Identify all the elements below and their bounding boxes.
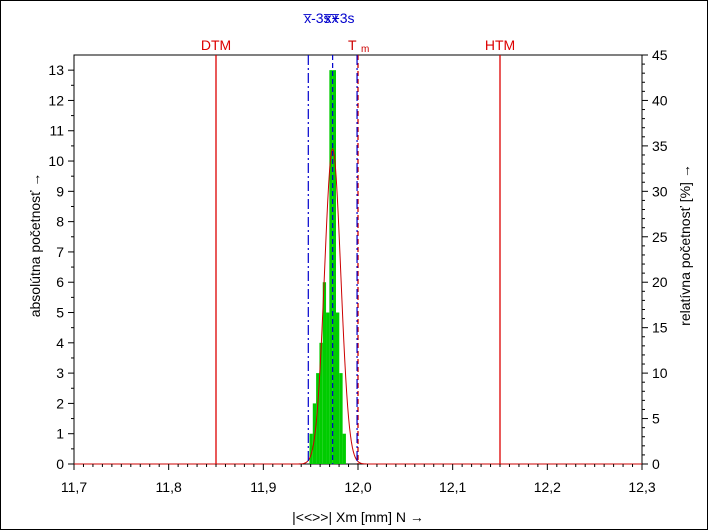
histogram-bar-1 xyxy=(312,403,317,464)
axes: 01234567891011121305101520253035404511,7… xyxy=(48,47,667,495)
y-right-tick-label: 40 xyxy=(652,92,668,108)
histogram-bar-3 xyxy=(319,342,323,464)
y-right-tick-label: 45 xyxy=(652,47,668,63)
x-tick-label: 12,2 xyxy=(534,479,561,495)
y-left-tick-label: 12 xyxy=(48,92,64,108)
y-left-tick-label: 13 xyxy=(48,62,64,78)
reference-lines xyxy=(215,55,501,464)
limit-label-htm: HTM xyxy=(485,37,515,53)
x-tick-label: 12,1 xyxy=(439,479,466,495)
y-left-tick-label: 3 xyxy=(56,365,64,381)
histogram-bar-8 xyxy=(335,312,340,464)
y-left-tick-label: 11 xyxy=(49,123,64,139)
limit-label-dtm: DTM xyxy=(201,37,231,53)
y-right-tick-label: 15 xyxy=(652,320,668,336)
y-axis-label-right: relatívna početnosť [%] → xyxy=(677,164,693,326)
x-tick-label: 11,9 xyxy=(250,479,276,495)
histogram-bar-10 xyxy=(342,433,346,464)
x-axis-label: |<<>>| Xm [mm] N → xyxy=(292,509,424,525)
y-left-tick-label: 7 xyxy=(56,244,64,260)
histogram-bar-9 xyxy=(339,373,343,464)
y-left-tick-label: 8 xyxy=(56,214,64,230)
y-right-tick-label: 5 xyxy=(652,411,660,427)
y-right-tick-label: 10 xyxy=(652,365,668,381)
y-left-tick-label: 9 xyxy=(56,183,64,199)
histogram-bar-7 xyxy=(332,70,336,465)
x-tick-label: 11,7 xyxy=(61,479,87,495)
histogram-bar-0 xyxy=(309,433,313,464)
histogram-bar-6 xyxy=(329,70,333,465)
y-right-tick-label: 25 xyxy=(652,229,668,245)
y-left-tick-label: 5 xyxy=(56,305,64,321)
target-label: T xyxy=(348,37,357,53)
y-right-tick-label: 30 xyxy=(652,183,668,199)
y-right-tick-label: 20 xyxy=(652,274,668,290)
x-tick-label: 12,0 xyxy=(344,479,371,495)
histogram-bar-2 xyxy=(316,373,320,464)
labels: DTM HTM T m x̅-3sx̅x̅+3s xyxy=(201,10,515,55)
y-left-tick-label: 10 xyxy=(48,153,64,169)
y-left-tick-label: 6 xyxy=(56,274,64,290)
y-left-tick-label: 4 xyxy=(56,335,64,351)
histogram-bar-5 xyxy=(326,312,330,464)
x-tick-label: 12,3 xyxy=(628,479,655,495)
stat-label-1: x̅x̅ xyxy=(323,10,340,26)
y-right-tick-label: 35 xyxy=(652,138,668,154)
stat-label-0: x̅-3s xyxy=(302,10,330,26)
y-right-tick-label: 0 xyxy=(652,456,660,472)
y-left-tick-label: 2 xyxy=(56,395,64,411)
stat-label-2: +3s xyxy=(332,10,355,26)
histogram-bars xyxy=(309,70,346,465)
target-label-subscript: m xyxy=(361,44,369,55)
histogram-bar-4 xyxy=(322,282,327,464)
y-axis-label-left: absolútna početnosť → xyxy=(27,173,43,318)
x-tick-label: 11,8 xyxy=(156,479,182,495)
y-left-tick-label: 0 xyxy=(56,456,64,472)
y-left-tick-label: 1 xyxy=(56,426,64,442)
